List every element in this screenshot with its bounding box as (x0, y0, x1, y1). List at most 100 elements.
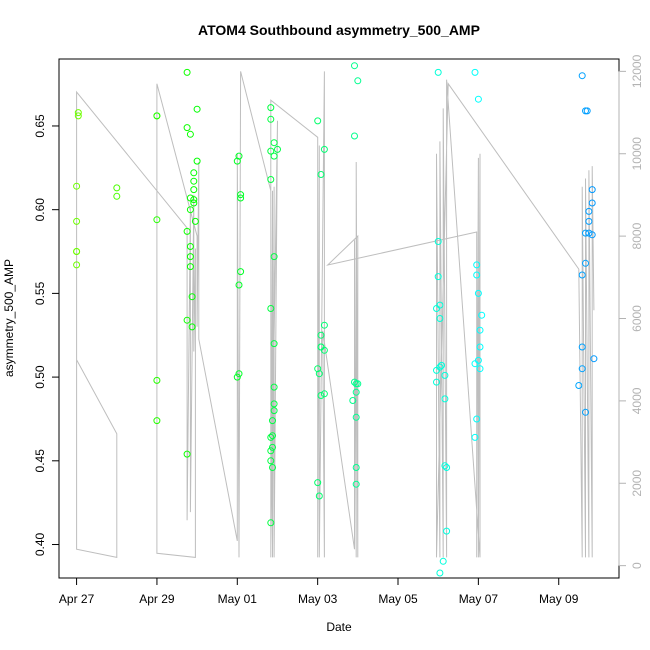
data-point (317, 171, 325, 178)
y2-tick-label: 0 (630, 562, 644, 569)
data-point (320, 145, 328, 153)
x-axis-label: Date (326, 620, 352, 634)
chart-title: ATOM4 Southbound asymmetry_500_AMP (198, 22, 480, 38)
data-point (235, 281, 243, 289)
data-point (193, 157, 201, 165)
data-point (270, 139, 278, 147)
data-point (476, 365, 484, 373)
data-point (582, 229, 589, 237)
y-tick-label: 0.65 (33, 114, 47, 138)
x-axis: Apr 27 Apr 29 May 01 May 03 May 05 May 07 May … (59, 577, 579, 606)
data-point (186, 243, 194, 250)
data-point (267, 447, 275, 455)
data-point (267, 519, 275, 527)
data-point (270, 383, 278, 391)
data-point (443, 527, 451, 535)
y-tick-label: 0.40 (33, 532, 47, 556)
data-point (186, 194, 194, 202)
data-point (439, 557, 447, 565)
data-point (267, 115, 275, 123)
y-tick-label: 0.50 (33, 365, 47, 389)
data-point (474, 95, 482, 103)
data-point (583, 107, 591, 115)
data-point (153, 376, 161, 384)
data-point (267, 176, 275, 183)
data-point (441, 462, 449, 470)
data-point (436, 315, 444, 322)
data-point (237, 194, 245, 202)
data-point (267, 104, 275, 112)
data-point (73, 217, 81, 225)
data-point (588, 231, 596, 239)
data-point (578, 72, 586, 80)
data-point (473, 415, 481, 423)
data-point (190, 199, 198, 207)
data-point (113, 184, 121, 192)
data-point (233, 373, 241, 381)
x-tick-label: May 07 (459, 592, 499, 606)
data-point (183, 316, 191, 324)
data-point (191, 217, 199, 225)
data-point (351, 378, 358, 386)
data-point (441, 371, 449, 379)
data-point (474, 289, 482, 297)
data-point (438, 361, 445, 369)
data-point (434, 238, 442, 245)
data-point (237, 191, 245, 199)
data-point (113, 192, 121, 200)
data-point (441, 395, 449, 403)
data-point (270, 340, 278, 348)
data-point (443, 464, 451, 471)
y2-tick-label: 10000 (630, 137, 644, 171)
data-point (320, 321, 328, 329)
data-point (270, 400, 278, 408)
x-tick-label: Apr 27 (59, 592, 95, 606)
data-point (269, 443, 276, 451)
data-point (267, 147, 275, 155)
x-tick-label: May 03 (298, 592, 338, 606)
y2-line-series (76, 71, 595, 559)
data-point (183, 68, 191, 76)
y2-tick-label: 12000 (630, 54, 644, 88)
data-point (471, 433, 479, 441)
data-point (188, 323, 196, 331)
data-point (73, 182, 81, 190)
x-tick-label: May 01 (218, 592, 258, 606)
data-point (74, 109, 82, 117)
y2-series-line (76, 71, 595, 559)
data-point (233, 157, 241, 165)
data-point (270, 152, 278, 160)
data-point (471, 360, 479, 368)
scatter-points (73, 62, 598, 577)
data-point (352, 388, 360, 396)
data-point (585, 217, 593, 225)
data-point (73, 248, 81, 255)
data-point (314, 117, 322, 125)
data-point (270, 253, 278, 261)
data-point (317, 331, 325, 339)
data-point (190, 186, 198, 194)
y-tick-label: 0.45 (33, 449, 47, 473)
plot-frame (58, 58, 620, 579)
y-axis-label: asymmetry_500_AMP (2, 259, 16, 377)
data-point (434, 273, 442, 281)
y2-tick-label: 4000 (630, 387, 644, 414)
data-point (190, 169, 198, 177)
data-point (269, 417, 276, 425)
data-point (476, 343, 484, 351)
data-point (354, 77, 362, 85)
data-point (190, 177, 198, 185)
data-point (267, 457, 275, 465)
data-point (588, 199, 596, 207)
data-point (582, 259, 589, 267)
data-point (153, 112, 161, 120)
y2-tick-label: 8000 (630, 222, 644, 249)
data-point (351, 132, 358, 140)
data-point (186, 130, 194, 138)
data-point (352, 413, 360, 421)
data-point (575, 382, 583, 389)
data-point (274, 145, 281, 153)
data-point (183, 227, 191, 235)
data-point (434, 68, 442, 76)
